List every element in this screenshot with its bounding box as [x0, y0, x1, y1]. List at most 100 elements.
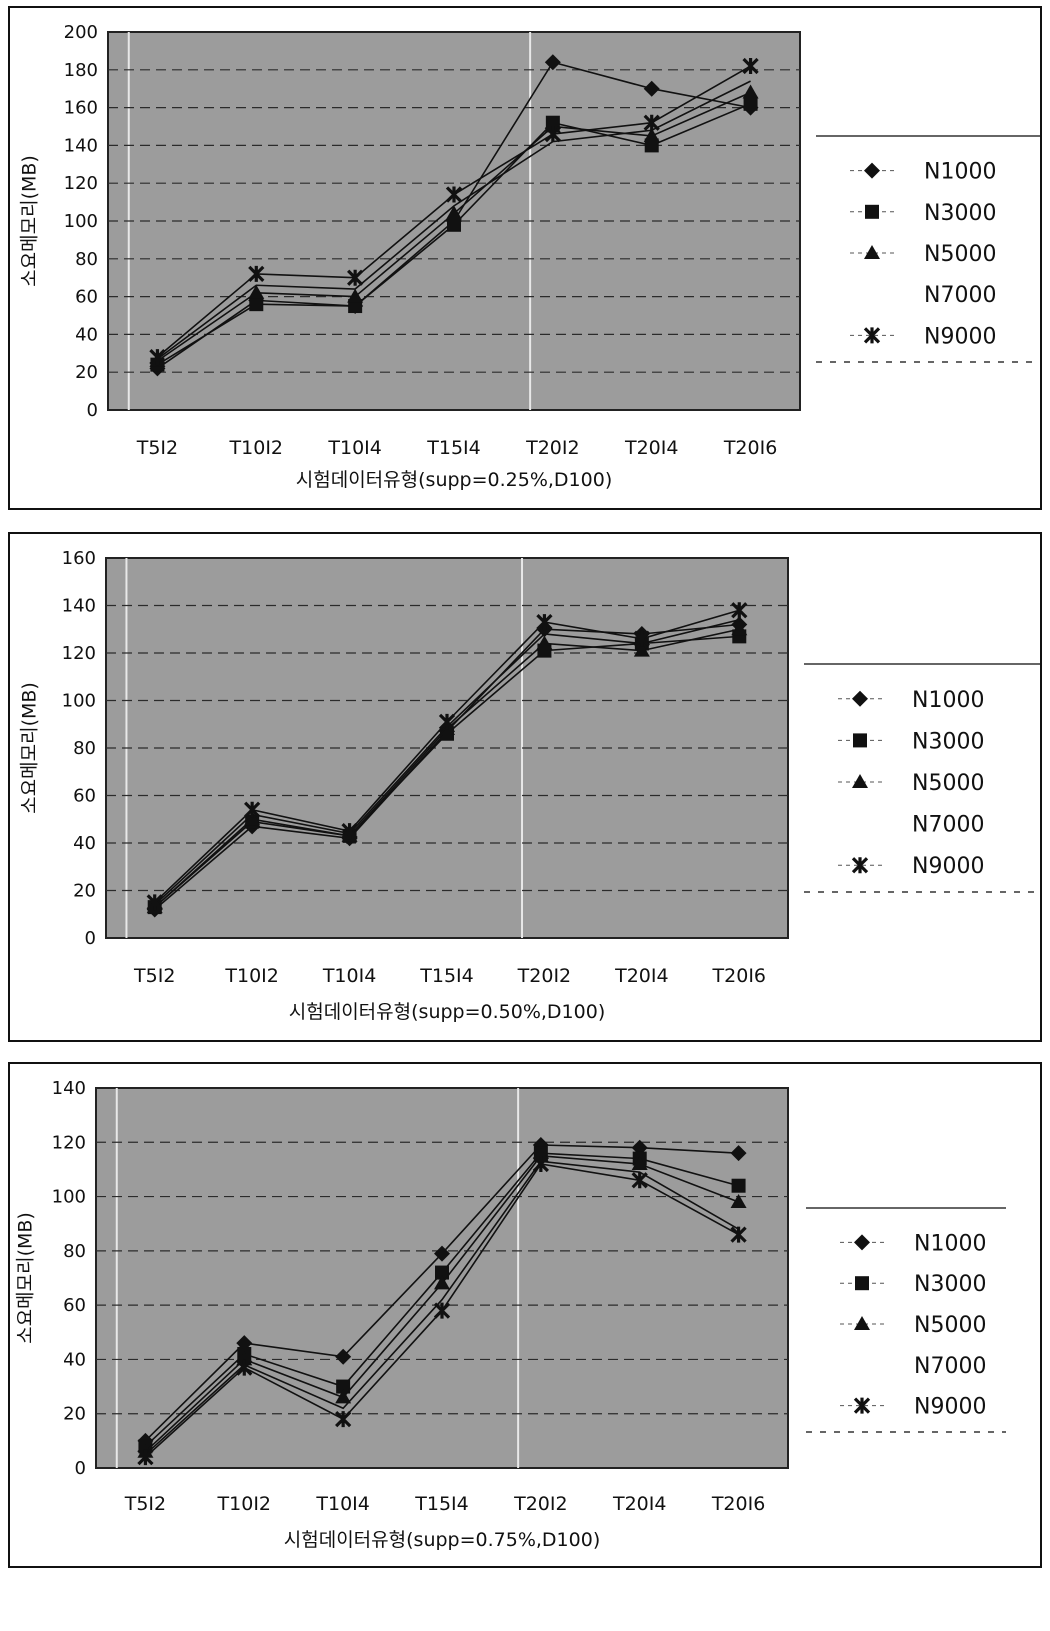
line-chart-supp-025: 0 20 40 60 80 100 120 140 160 180 200 T5I2 T10I2 T10I…: [19, 22, 1040, 491]
y-tick-label: 200: [64, 22, 98, 43]
x-category-label: T20I2: [517, 965, 571, 987]
x-category-label: T15I4: [419, 965, 473, 987]
y-axis-title: 소요메모리(MB): [19, 682, 41, 814]
legend-marker-n1000: [864, 162, 880, 179]
data-point-n9000: [536, 613, 553, 631]
data-point-n9000: [137, 1449, 154, 1466]
data-point-n5000: [631, 1156, 648, 1170]
data-point-n9000: [438, 713, 456, 731]
x-category-label: T5I2: [133, 965, 175, 987]
data-point-n9000: [341, 822, 358, 840]
chart-panel-supp-050: 0 20 40 60 80 100 120 140 160 T5I2 T10I2 T10I4 T15I4…: [8, 532, 1042, 1042]
legend-marker-n5000: [852, 774, 868, 788]
y-tick-label: 120: [62, 643, 96, 664]
legend-label-n7000: N7000: [914, 1354, 986, 1379]
y-tick-label: 160: [62, 548, 96, 569]
legend-marker-n5000: [864, 245, 880, 259]
data-point-n9000: [631, 1172, 648, 1189]
y-axis-title: 소요메모리(MB): [15, 1212, 37, 1344]
data-point-n1000: [434, 1245, 450, 1262]
data-point-n5000: [434, 1275, 450, 1290]
line-chart-supp-050: 0 20 40 60 80 100 120 140 160 T5I2 T10I2 T10I4 T15I4…: [19, 548, 1040, 1023]
y-tick-label: 120: [64, 173, 98, 194]
legend: N1000 N3000 N5000 N7000 N9000: [816, 135, 1040, 363]
legend-marker-n1000: [854, 1234, 870, 1251]
data-point-n1000: [643, 80, 660, 97]
data-point-n5000: [731, 621, 748, 636]
legend-marker-n9000: [853, 1397, 871, 1414]
series-n9000: [137, 1155, 747, 1466]
data-point-n9000: [347, 269, 364, 286]
data-point-n1000: [730, 1145, 747, 1162]
legend-label-n9000: N9000: [924, 324, 996, 349]
legend-label-n3000: N3000: [924, 201, 996, 226]
y-tick-label: 120: [52, 1132, 86, 1153]
legend-label-n9000: N9000: [912, 854, 984, 879]
legend: N1000 N3000 N5000 N7000 N9000: [806, 1207, 1006, 1433]
y-tick-label: 20: [75, 362, 98, 383]
y-axis-title: 소요메모리(MB): [19, 155, 41, 287]
legend-label-n5000: N5000: [912, 771, 984, 796]
x-category-label: T20I2: [513, 1493, 567, 1515]
legend-marker-n1000: [852, 690, 868, 707]
y-tick-label: 160: [64, 98, 98, 119]
y-tick-label: 80: [75, 249, 98, 270]
y-tick-label: 180: [64, 60, 98, 81]
y-tick-label: 40: [73, 833, 96, 854]
x-category-label: T10I4: [327, 437, 381, 459]
legend-marker-n5000: [854, 1316, 870, 1330]
y-tick-label: 0: [87, 400, 98, 421]
data-point-n3000: [731, 1178, 746, 1193]
data-point-n9000: [244, 801, 261, 818]
line-chart-supp-075: 0 20 40 60 80 100 120 140 T5I2 T10I2 T10I4 T15I4 T20…: [15, 1078, 1006, 1551]
data-point-n5000: [633, 642, 650, 657]
y-tick-label: 0: [75, 1458, 86, 1479]
y-tick-label: 40: [75, 324, 98, 345]
data-point-n9000: [643, 114, 660, 131]
legend-marker-n9000: [863, 327, 881, 344]
x-category-label: T10I2: [229, 437, 283, 459]
x-category-label: T20I6: [723, 437, 777, 459]
chart-panel-supp-075: 0 20 40 60 80 100 120 140 T5I2 T10I2 T10I4 T15I4 T20…: [8, 1062, 1042, 1568]
y-tick-label: 100: [52, 1187, 86, 1208]
legend-marker-n3000: [853, 733, 867, 748]
data-point-n9000: [731, 602, 748, 619]
legend-marker-n3000: [865, 204, 879, 219]
data-point-n5000: [248, 284, 265, 299]
x-category-label: T15I4: [414, 1493, 468, 1515]
data-point-n3000: [435, 1265, 449, 1280]
legend-label-n1000: N1000: [924, 160, 996, 185]
data-point-n5000: [742, 84, 759, 99]
legend-marker-n3000: [855, 1276, 869, 1291]
y-tick-label: 140: [62, 596, 96, 617]
x-category-label: T20I4: [624, 437, 678, 459]
legend-label-n1000: N1000: [914, 1231, 986, 1256]
x-axis-title: 시험데이터유형(supp=0.25%,D100): [296, 469, 612, 491]
data-point-n9000: [730, 1226, 747, 1243]
x-category-label: T10I4: [315, 1493, 369, 1515]
x-category-label: T5I2: [136, 437, 178, 459]
x-category-label: T20I4: [614, 965, 668, 987]
legend-label-n5000: N5000: [914, 1313, 986, 1338]
data-point-n9000: [544, 125, 561, 143]
y-tick-label: 0: [85, 928, 96, 949]
legend-label-n7000: N7000: [912, 813, 984, 838]
legend: N1000 N3000 N5000 N7000 N9000: [804, 663, 1040, 893]
y-tick-label: 100: [62, 691, 96, 712]
data-point-n5000: [730, 1194, 747, 1208]
x-axis-title: 시험데이터유형(supp=0.50%,D100): [289, 1001, 605, 1023]
legend-label-n3000: N3000: [914, 1272, 986, 1297]
y-tick-label: 60: [73, 786, 96, 807]
x-category-label: T20I4: [612, 1493, 666, 1515]
legend-label-n7000: N7000: [924, 283, 996, 308]
y-tick-label: 20: [73, 881, 96, 902]
data-point-n1000: [335, 1348, 352, 1365]
data-point-n1000: [544, 54, 561, 71]
data-point-n9000: [146, 894, 163, 911]
y-tick-label: 40: [63, 1349, 86, 1370]
data-point-n5000: [446, 205, 462, 220]
data-point-n9000: [633, 630, 650, 647]
data-point-n9000: [433, 1302, 451, 1319]
data-point-n9000: [149, 348, 166, 366]
legend-label-n9000: N9000: [914, 1395, 986, 1420]
